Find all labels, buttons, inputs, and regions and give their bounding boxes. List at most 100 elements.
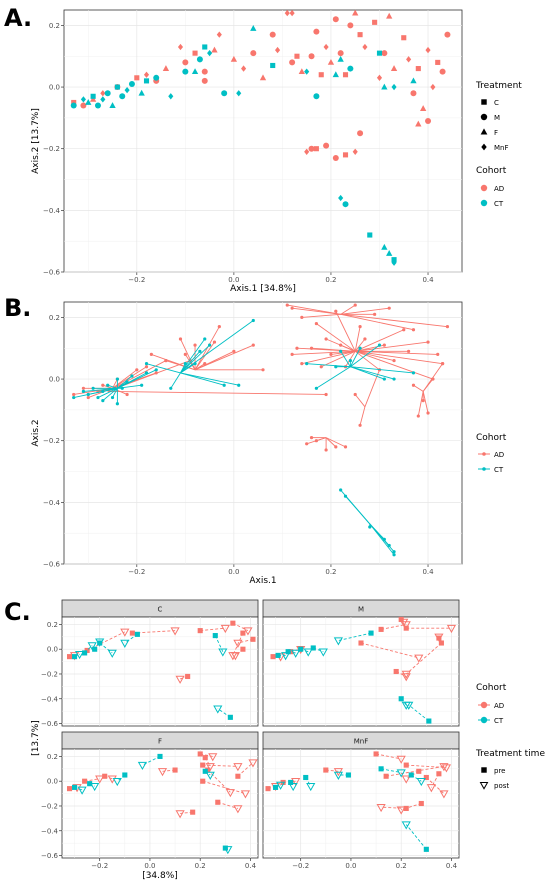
legend-label-post: post (494, 782, 509, 790)
y-tick-label: 0.2 (49, 22, 60, 30)
data-point (106, 383, 110, 387)
facet-strip-label: C (158, 606, 163, 614)
x-tick-label: −0.2 (292, 862, 309, 870)
post-point (107, 649, 117, 658)
data-point (381, 50, 388, 57)
data-point (115, 377, 119, 381)
data-point (101, 399, 105, 403)
post-point (175, 810, 185, 819)
post-point (291, 777, 301, 787)
data-point (339, 488, 343, 492)
legend-label-ct: CT (494, 200, 504, 208)
data-point (426, 340, 430, 344)
post-point (426, 784, 436, 793)
data-point (392, 377, 396, 381)
data-point (305, 362, 309, 366)
data-point (348, 358, 352, 363)
data-point (115, 402, 119, 406)
pre-point (423, 846, 429, 852)
y-axis-label: Axis.2 (31, 419, 41, 446)
pair-segment (381, 806, 407, 809)
star-segment (170, 372, 181, 389)
post-point (376, 803, 386, 813)
y-tick-label: 0.2 (49, 314, 60, 322)
x-tick-label: 0.4 (422, 276, 434, 284)
data-point (183, 352, 187, 356)
data-point (191, 68, 199, 75)
legend-label-c: C (494, 99, 499, 107)
star-segment (349, 348, 361, 367)
data-point (436, 352, 440, 356)
post-point (401, 775, 411, 784)
data-point (337, 50, 344, 57)
pair-segment (381, 623, 407, 630)
pre-point (285, 649, 291, 655)
data-point (70, 102, 77, 109)
data-point (294, 53, 300, 59)
pre-point (436, 771, 442, 777)
pre-point (72, 654, 78, 660)
y-tick-label: −0.2 (41, 670, 58, 678)
legend-label-ad: AD (494, 702, 504, 710)
data-point (125, 380, 129, 384)
pair-segment (381, 768, 402, 773)
pre-point (436, 635, 442, 641)
data-point (144, 362, 149, 366)
legend-title-treatment-time: Treatment time (475, 749, 545, 759)
data-point (202, 44, 208, 50)
star-segment (194, 326, 220, 371)
data-point (425, 117, 432, 124)
pre-point (265, 786, 271, 792)
data-point (208, 343, 212, 347)
post-point (401, 670, 411, 679)
data-point (416, 414, 420, 418)
data-point (300, 362, 304, 366)
pair-segment (406, 764, 447, 769)
pre-point (240, 646, 246, 652)
panel-a: A. −0.2 0.0 0.2 0.4 −0.6 −0.4 −0.2 0.0 0.2 Axis.1… (4, 4, 522, 294)
post-point (223, 846, 233, 855)
legend-label-m: M (494, 114, 500, 122)
legend-key-m (480, 113, 488, 121)
data-point (308, 145, 315, 152)
post-point (213, 705, 223, 714)
pre-point (202, 768, 208, 774)
star-segment (354, 394, 366, 408)
pair-segment (207, 769, 231, 793)
data-point (343, 445, 348, 449)
star-segment (97, 387, 118, 398)
star-segment (350, 344, 380, 368)
data-point (144, 371, 149, 375)
facet-strip-label: MnF (354, 738, 369, 746)
star-segment (359, 406, 366, 426)
star-segment (369, 523, 395, 556)
data-point (308, 53, 315, 60)
data-point (149, 352, 153, 356)
data-point (342, 152, 349, 158)
pair-segment (375, 753, 402, 760)
pre-point (358, 640, 364, 646)
data-point (164, 358, 168, 363)
star-segment (102, 387, 118, 401)
data-point (407, 349, 411, 353)
data-point (339, 343, 343, 347)
pre-point (197, 628, 203, 634)
legend-key-pre (481, 767, 487, 773)
post-point (230, 652, 240, 661)
data-point (332, 154, 339, 161)
data-point (332, 16, 339, 23)
data-point (183, 362, 187, 366)
data-point (357, 32, 363, 38)
x-axis-label: [34.8%] (142, 871, 178, 881)
star-segment (354, 338, 366, 352)
data-point (387, 543, 391, 548)
data-point (162, 65, 170, 71)
data-point (290, 352, 294, 356)
star-segment (350, 366, 395, 380)
pair-segment (237, 762, 254, 777)
legend-label-pre: pre (494, 767, 505, 775)
star-segment (355, 350, 395, 362)
data-point (313, 146, 319, 152)
panel-b: B. −0.2 0.0 0.2 0.4 −0.6 −0.4 −0.2 0.0 0.2 Axis.1… (4, 294, 507, 586)
pair-segment (202, 764, 238, 767)
